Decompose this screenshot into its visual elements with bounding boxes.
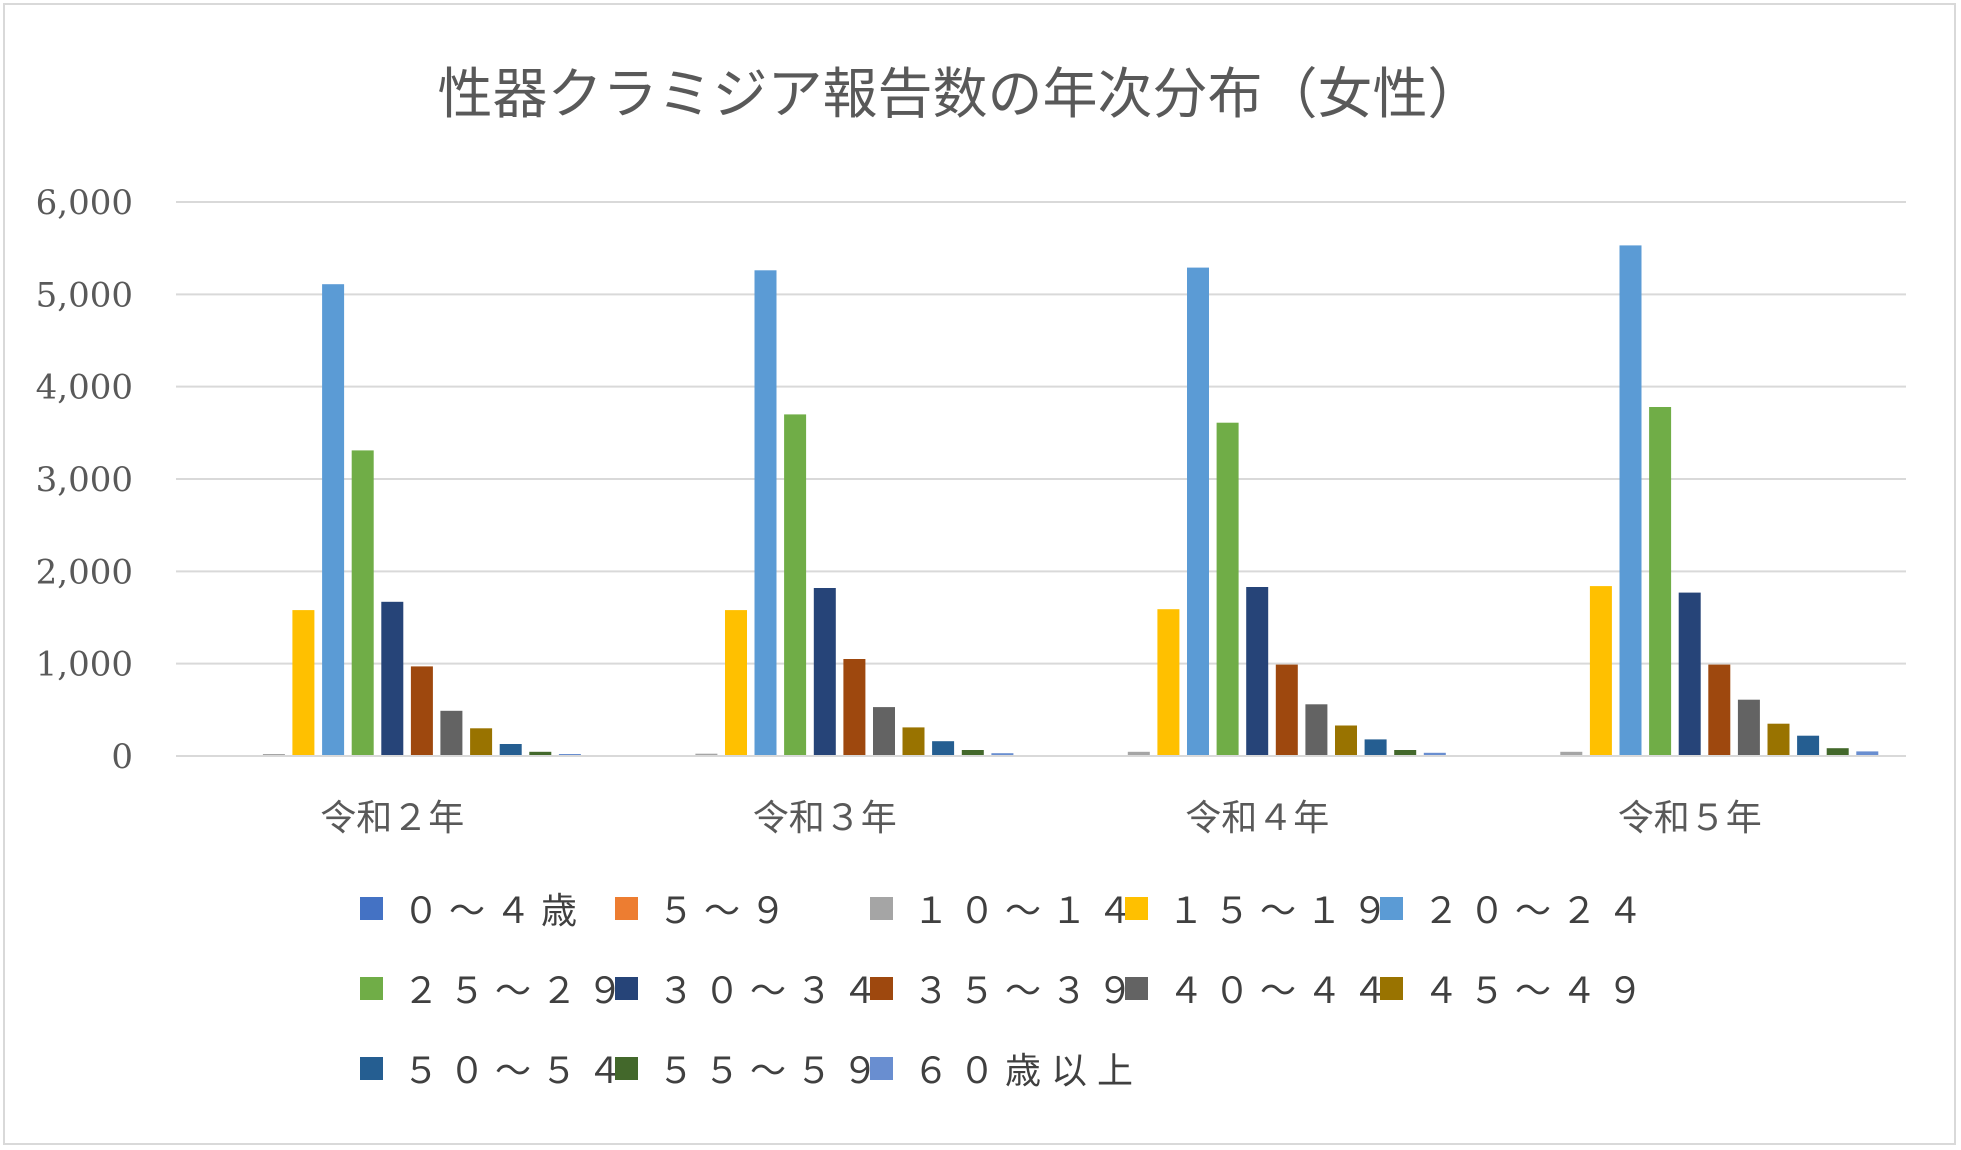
bar	[1767, 723, 1790, 756]
bar	[1127, 751, 1150, 756]
legend-label: ０～４歳	[403, 891, 588, 932]
legend-swatch	[615, 976, 638, 1000]
legend-swatch	[870, 896, 893, 920]
bar	[1305, 704, 1328, 756]
bar	[1708, 664, 1731, 756]
bar	[961, 750, 984, 756]
bar	[1275, 664, 1298, 756]
bar	[991, 753, 1014, 756]
legend-swatch	[615, 896, 638, 920]
legend-label: ３０～３４	[658, 971, 889, 1012]
bar-series-group	[262, 245, 1879, 756]
legend-label: ５０～５４	[403, 1051, 634, 1092]
legend-item: ２５～２９	[360, 968, 633, 1012]
legend-item: ３０～３４	[615, 968, 888, 1012]
x-tick-label: 令和３年	[753, 798, 897, 839]
bar	[932, 741, 955, 756]
bar	[813, 588, 836, 756]
bar	[1619, 245, 1642, 756]
bar	[351, 450, 374, 756]
legend-label: １５～１９	[1168, 891, 1399, 932]
legend-swatch	[1380, 896, 1403, 920]
bar	[1364, 739, 1387, 756]
legend-item: ０～４歳	[360, 888, 587, 932]
bar	[1335, 725, 1357, 756]
legend-swatch	[870, 1056, 893, 1080]
legend-label: ６０歳以上	[913, 1051, 1144, 1092]
legend-label: ２０～２４	[1423, 891, 1654, 932]
y-tick-label: 0	[111, 737, 133, 777]
legend-label: ５５～５９	[658, 1051, 889, 1092]
x-tick-label: 令和４年	[1185, 798, 1329, 839]
chart-title: 性器クラミジア報告数の年次分布（女性）	[437, 62, 1482, 126]
bar	[1649, 407, 1672, 756]
legend-item: １５～１９	[1125, 888, 1398, 932]
bar	[410, 666, 433, 756]
legend-item: ４５～４９	[1380, 968, 1653, 1012]
legend-item: ４０～４４	[1125, 968, 1398, 1012]
legend-label: ５～９	[658, 891, 797, 932]
bar	[1826, 748, 1849, 756]
y-tick-label: 4,000	[36, 368, 133, 408]
x-tick-label: 令和５年	[1618, 798, 1762, 839]
bar	[754, 270, 777, 756]
legend-label: １０～１４	[913, 891, 1144, 932]
bar	[470, 728, 493, 756]
legend-swatch	[615, 1056, 638, 1080]
bar	[1216, 422, 1239, 756]
bar	[1737, 699, 1760, 756]
bar	[529, 751, 552, 756]
legend-item: ５０～５４	[360, 1048, 633, 1092]
legend-swatch	[1380, 976, 1403, 1000]
legend-swatch	[360, 976, 383, 1000]
bar	[440, 710, 463, 756]
y-axis-tick-labels: 0 1,000 2,000 3,000 4,000 5,000 6,000	[36, 183, 133, 777]
bar	[902, 727, 925, 756]
bar	[1678, 592, 1701, 756]
x-axis-tick-labels: 令和２年 令和３年 令和４年 令和５年	[320, 798, 1762, 839]
legend-item: ５５～５９	[615, 1048, 888, 1092]
bar	[843, 659, 866, 756]
bar	[1394, 750, 1417, 756]
bar	[695, 753, 718, 756]
bar	[322, 284, 345, 756]
bar	[1797, 735, 1820, 756]
bar	[1246, 587, 1269, 756]
legend-swatch	[1125, 976, 1148, 1000]
bar	[499, 744, 522, 756]
legend-swatch	[1125, 896, 1148, 920]
bar	[1560, 751, 1583, 756]
legend-swatch	[870, 976, 893, 1000]
legend-label: ３５～３９	[913, 971, 1144, 1012]
bar	[725, 610, 747, 756]
legend-label: ４５～４９	[1423, 971, 1654, 1012]
legend-item: ３５～３９	[870, 968, 1143, 1012]
legend-label: ４０～４４	[1168, 971, 1399, 1012]
bar	[873, 707, 895, 756]
legend-item: ６０歳以上	[870, 1048, 1143, 1092]
y-tick-label: 3,000	[36, 460, 133, 500]
y-tick-label: 2,000	[36, 552, 133, 592]
legend-swatch	[360, 1056, 383, 1080]
bar	[1856, 751, 1879, 756]
bar	[1187, 267, 1209, 756]
legend-label: ２５～２９	[403, 971, 634, 1012]
bar	[784, 414, 807, 756]
y-tick-label: 5,000	[36, 275, 133, 315]
legend-item: ２０～２４	[1380, 888, 1653, 932]
y-tick-label: 1,000	[36, 645, 133, 685]
legend-item: ５～９	[615, 888, 796, 932]
y-tick-label: 6,000	[36, 183, 133, 223]
bar	[381, 601, 404, 756]
bar	[292, 610, 315, 756]
bar	[1589, 586, 1612, 756]
bar	[1423, 752, 1446, 756]
bar	[1157, 609, 1180, 756]
legend-swatch	[360, 896, 383, 920]
x-tick-label: 令和２年	[320, 798, 464, 839]
legend-item: １０～１４	[870, 888, 1143, 932]
gridlines	[176, 201, 1906, 665]
